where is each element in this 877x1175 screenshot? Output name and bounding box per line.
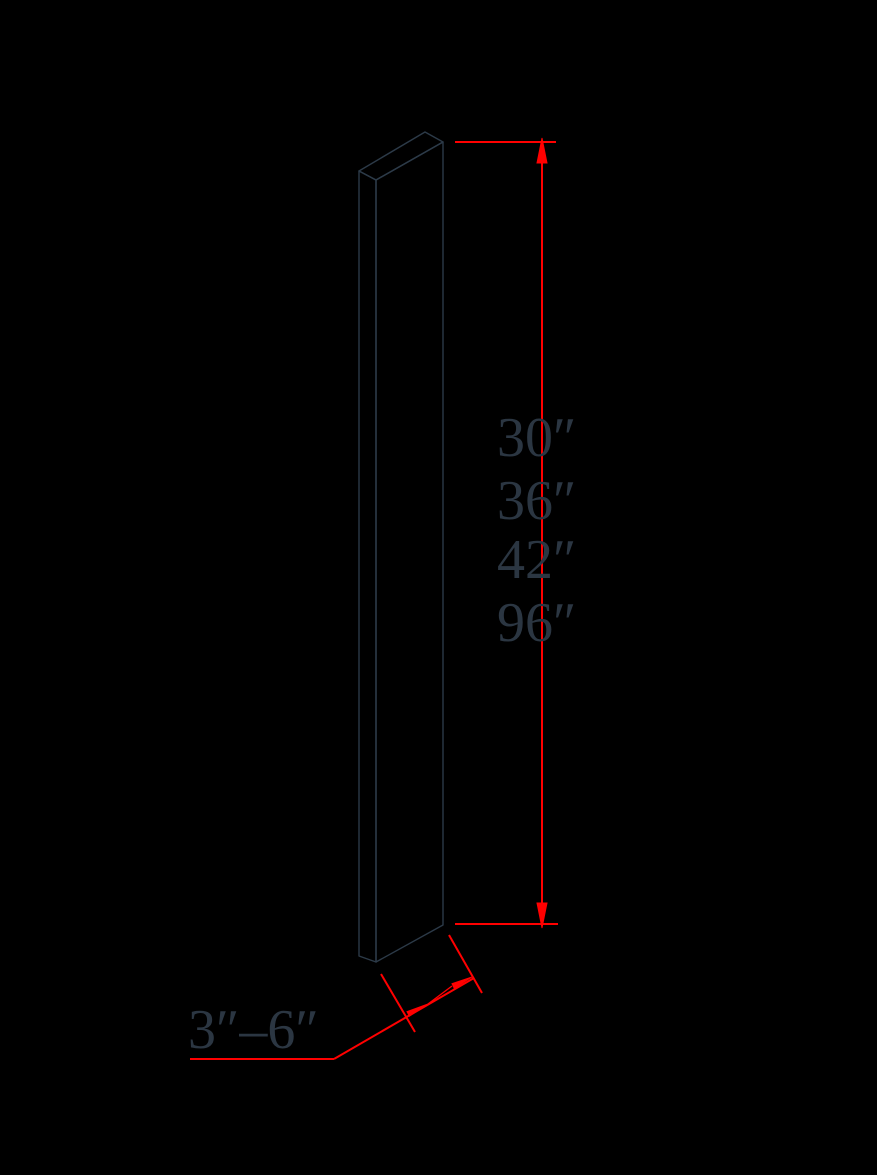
svg-text:30″: 30″ xyxy=(497,407,576,469)
svg-text:42″: 42″ xyxy=(497,529,576,591)
svg-text:3″–6″: 3″–6″ xyxy=(188,999,319,1061)
svg-text:96″: 96″ xyxy=(497,592,576,654)
svg-text:36″: 36″ xyxy=(497,470,576,532)
